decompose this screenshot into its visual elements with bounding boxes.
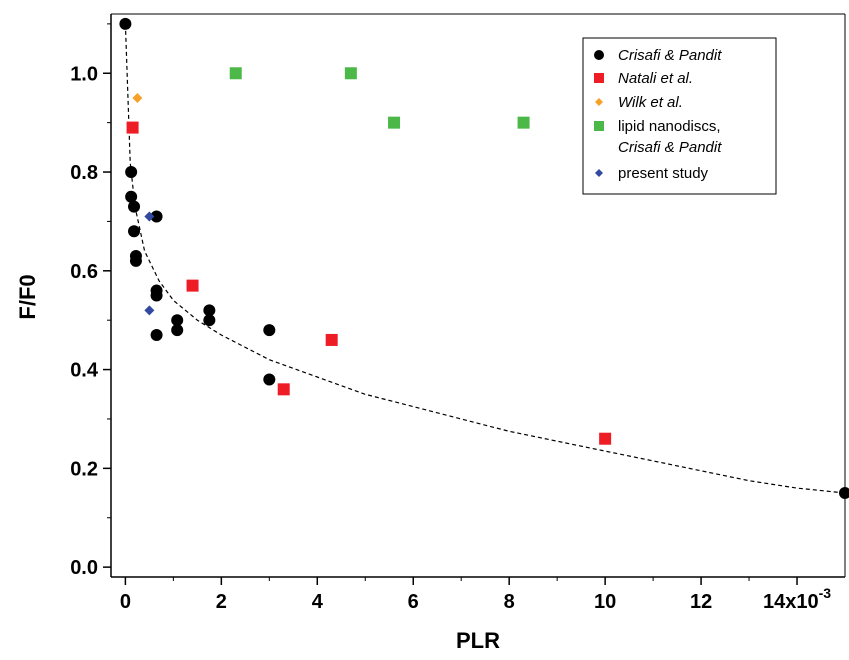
data-point [263,324,276,337]
x-tick-exponent: -3 [819,585,832,601]
series-3 [229,67,530,129]
data-point [125,166,138,179]
y-tick-label: 0.6 [70,261,98,283]
legend-label-continued: Crisafi & Pandit [618,139,722,156]
data-point [150,329,163,342]
data-point [171,314,184,327]
x-axis: 0 2 4 6 8 10 12 14x10-3 [111,576,845,613]
data-point [128,200,141,213]
data-point [144,305,155,316]
data-point [263,373,276,386]
x-tick-label: 6 [408,591,419,613]
legend-marker [595,98,603,106]
y-tick-label: 0.4 [70,360,99,382]
data-points-layer [119,17,849,500]
series-4 [144,211,155,316]
y-axis-title: F/F0 [15,274,40,319]
fit-curve-layer [124,23,846,494]
y-tick-label: 0.8 [70,162,98,184]
data-point [325,333,338,346]
y-tick-label: 0.0 [70,557,98,579]
data-point [129,254,142,267]
data-point [150,210,163,223]
data-point [229,67,242,80]
legend-label: lipid nanodiscs, [618,118,721,135]
legend-box [582,37,777,195]
data-point [344,67,357,80]
x-tick-label: 14x10-3 [763,585,831,613]
data-point [388,116,401,129]
data-point [132,92,143,103]
legend-marker [595,169,603,177]
data-point [839,487,849,500]
x-tick-label: 8 [504,591,515,613]
x-tick-label: 0 [120,591,131,613]
y-axis: 0.0 0.2 0.4 0.6 0.8 1.0 [70,14,112,579]
data-point [186,279,199,292]
data-point [144,211,155,222]
legend-marker [594,50,604,60]
data-point [203,314,216,327]
x-tick-label: 4 [312,591,324,613]
legend: Crisafi & Pandit Natali et al. Wilk et al.… [582,37,777,195]
data-point [150,289,163,302]
x-tick-label: 12 [690,591,712,613]
series-2 [132,92,143,103]
data-point [599,432,612,445]
series-1 [126,121,612,445]
y-tick-label: 0.2 [70,458,98,480]
data-point [126,121,139,134]
data-point [203,304,216,317]
y-tick-label: 1.0 [70,63,98,85]
data-point [128,225,141,238]
data-point [277,383,290,396]
x-tick-label: 10 [594,591,616,613]
plot-frame [111,13,846,577]
series-0 [119,17,849,500]
legend-marker [594,121,604,131]
data-point [517,116,530,129]
legend-label: present study [618,165,709,182]
data-point [119,17,132,30]
x-tick-label: 2 [216,591,227,613]
legend-label: Crisafi & Pandit [618,47,722,64]
legend-marker [594,73,604,83]
data-point [125,190,138,203]
fit-curve [124,23,846,494]
data-point [171,324,184,337]
legend-label: Wilk et al. [618,94,683,111]
legend-label: Natali et al. [618,70,693,87]
x-axis-title: PLR [456,628,500,653]
